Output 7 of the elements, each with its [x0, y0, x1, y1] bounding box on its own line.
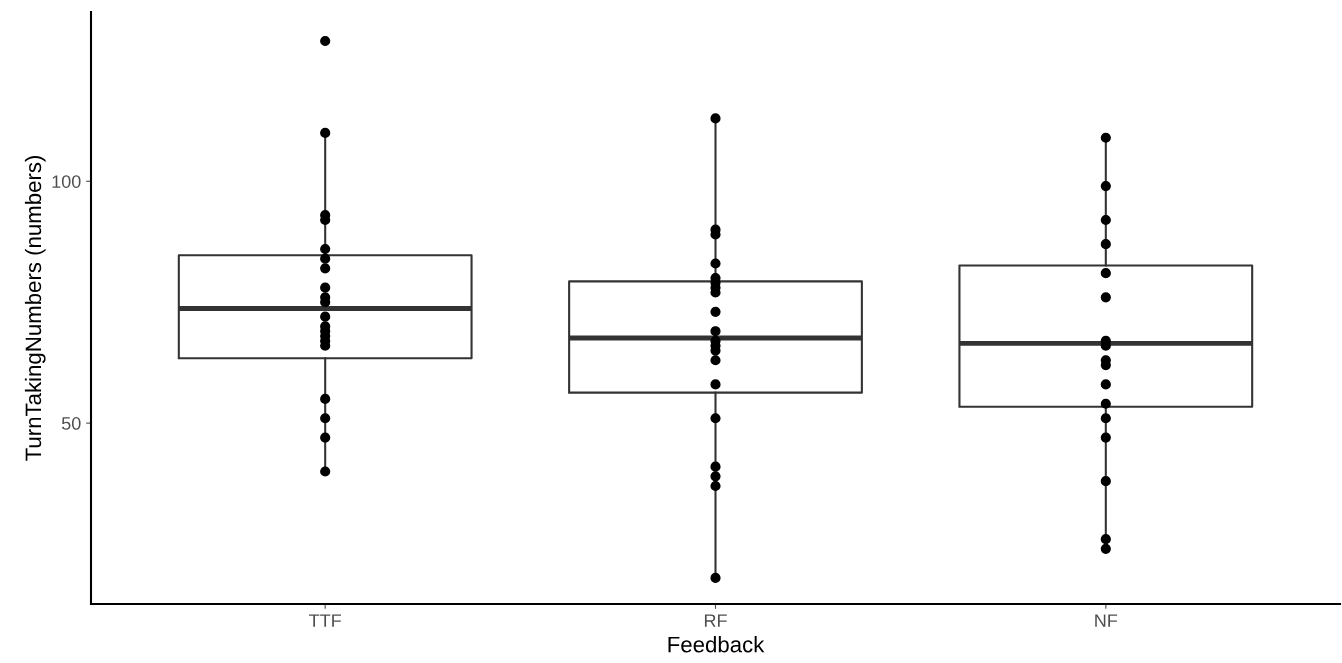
x-tick-label: TTF [309, 614, 342, 627]
x-tick-label: NF [1095, 614, 1118, 627]
x-tick-label: RF [704, 614, 727, 627]
y-tick-label: 100 [52, 175, 81, 188]
x-axis-title: Feedback [668, 636, 765, 653]
y-tick-label: 50 [61, 417, 81, 430]
y-axis-title: TurnTakingNumbers (numbers) [24, 156, 46, 461]
